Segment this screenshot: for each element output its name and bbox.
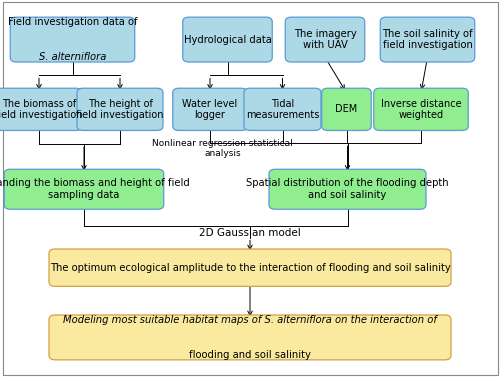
FancyBboxPatch shape: [49, 315, 451, 360]
FancyBboxPatch shape: [4, 169, 164, 209]
FancyBboxPatch shape: [244, 88, 321, 130]
Text: DEM: DEM: [336, 104, 357, 114]
Text: 2D Gaussian model: 2D Gaussian model: [199, 228, 301, 238]
Text: The soil salinity of
field investigation: The soil salinity of field investigation: [382, 29, 473, 51]
FancyBboxPatch shape: [322, 88, 371, 130]
FancyBboxPatch shape: [374, 88, 468, 130]
FancyBboxPatch shape: [77, 88, 163, 130]
Text: S. alterniflora: S. alterniflora: [39, 52, 106, 62]
FancyBboxPatch shape: [0, 88, 82, 130]
FancyBboxPatch shape: [49, 249, 451, 287]
Text: Spatial distribution of the flooding depth
and soil salinity: Spatial distribution of the flooding dep…: [246, 178, 449, 200]
FancyBboxPatch shape: [173, 88, 247, 130]
Text: The optimum ecological amplitude to the interaction of flooding and soil salinit: The optimum ecological amplitude to the …: [50, 263, 450, 273]
FancyBboxPatch shape: [10, 17, 134, 62]
Text: The biomass of
field investigation: The biomass of field investigation: [0, 98, 83, 120]
Text: Nonlinear regression statistical
analysis: Nonlinear regression statistical analysi…: [152, 139, 293, 158]
FancyBboxPatch shape: [183, 17, 272, 62]
Text: Inverse distance
weighted: Inverse distance weighted: [380, 98, 462, 120]
Text: Modeling most suitable habitat maps of S. alterniflora on the interaction of: Modeling most suitable habitat maps of S…: [63, 315, 437, 325]
FancyBboxPatch shape: [380, 17, 475, 62]
Text: Hydrological data: Hydrological data: [184, 35, 272, 44]
Text: flooding and soil salinity: flooding and soil salinity: [189, 350, 311, 360]
Text: Tidal
measurements: Tidal measurements: [246, 98, 319, 120]
Text: The imagery
with UAV: The imagery with UAV: [294, 29, 356, 51]
FancyBboxPatch shape: [269, 169, 426, 209]
Text: Water level
logger: Water level logger: [182, 98, 238, 120]
Text: Field investigation data of: Field investigation data of: [8, 17, 138, 27]
Text: The height of
field investigation: The height of field investigation: [76, 98, 164, 120]
Text: Expanding the biomass and height of field
sampling data: Expanding the biomass and height of fiel…: [0, 178, 190, 200]
FancyBboxPatch shape: [285, 17, 365, 62]
